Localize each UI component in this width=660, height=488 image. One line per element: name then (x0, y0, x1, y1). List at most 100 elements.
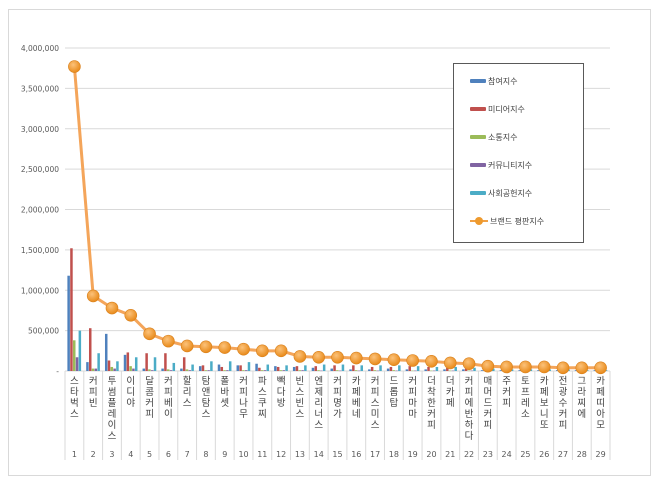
bar (104, 333, 108, 371)
x-category-label: 드 (390, 376, 399, 387)
x-rank-label: 12 (276, 450, 286, 459)
x-category-label: 명 (333, 398, 342, 409)
y-tick-label: 1,500,000 (21, 246, 59, 255)
x-category-label: 이 (164, 409, 173, 420)
bar (247, 362, 251, 371)
x-category-label: 니 (540, 409, 549, 420)
bar (126, 352, 130, 371)
bar (574, 370, 578, 371)
x-rank-label: 24 (502, 450, 512, 459)
bar (333, 365, 336, 371)
bar (86, 362, 89, 371)
line-marker (218, 341, 232, 354)
x-rank-label: 25 (520, 450, 530, 459)
x-category-label: 커 (427, 409, 436, 420)
x-category-label: 앤 (202, 387, 211, 398)
line-marker (481, 359, 495, 373)
x-rank-label: 4 (128, 450, 133, 459)
x-rank-label: 8 (203, 450, 208, 459)
bar (448, 370, 452, 372)
x-category-label: 무 (239, 409, 248, 420)
x-category-label: 스 (70, 376, 79, 387)
x-category-label: 더 (446, 376, 455, 387)
legend-label: 미디어지수 (488, 104, 525, 114)
bar (311, 367, 315, 371)
x-category-label: 파 (258, 376, 267, 387)
x-rank-label: 15 (332, 450, 342, 459)
x-category-label: 광 (559, 386, 568, 398)
x-category-label: 레 (521, 398, 530, 409)
legend-label: 커뮤니티지수 (488, 160, 533, 170)
x-category-label: 이 (108, 420, 117, 431)
x-category-label: 스 (371, 398, 380, 409)
x-category-label: 커 (333, 376, 342, 387)
x-category-label: 빈 (296, 376, 305, 387)
line-marker (406, 354, 419, 367)
bar (360, 365, 363, 371)
line-marker (162, 334, 175, 348)
x-rank-label: 16 (351, 450, 361, 459)
x-rank-label: 2 (91, 450, 96, 459)
x-category-label: 커 (89, 376, 98, 387)
bar (462, 369, 465, 371)
x-rank-label: 11 (257, 450, 267, 459)
x-category-label: 모 (596, 420, 605, 431)
x-rank-label: 23 (483, 450, 493, 459)
legend-item-brand-reputation: 브랜드 평판지수 (470, 214, 544, 228)
x-category-label: 에 (465, 398, 474, 409)
bar (322, 364, 326, 371)
line-marker (443, 356, 457, 370)
bar (188, 370, 192, 371)
bar (236, 365, 240, 371)
x-category-label: 토 (521, 376, 530, 387)
x-category-label: 엔 (314, 376, 323, 387)
bar (352, 365, 355, 371)
red-swatch-icon (470, 107, 486, 111)
line-marker (575, 361, 589, 375)
line-marker (387, 353, 401, 366)
legend-item-communication: 소통지수 (470, 130, 517, 144)
x-category-label: 피 (333, 387, 342, 398)
line-marker (312, 350, 326, 364)
x-category-label: 커 (408, 376, 417, 387)
bar (368, 369, 371, 371)
bar (451, 370, 455, 372)
bar (499, 370, 503, 371)
x-category-label: 피 (164, 387, 173, 398)
x-category-label: 그 (577, 376, 586, 387)
x-category-label: 이 (126, 376, 135, 387)
y-axis-labels: - 500,000 1,000,000 1,500,000 2,000,000 2,500… (21, 44, 59, 376)
bar (164, 353, 167, 371)
x-category-label: 커 (502, 387, 511, 398)
x-category-label: 탐 (202, 397, 211, 409)
x-rank-label: 7 (185, 450, 190, 459)
bar (72, 340, 76, 371)
x-category-label: 피 (408, 387, 417, 398)
x-category-label: 카 (446, 387, 455, 398)
x-category-label: 플 (108, 398, 117, 409)
x-category-label: 피 (427, 420, 436, 431)
bar (116, 361, 119, 371)
legend-item-participation: 참여지수 (470, 74, 517, 88)
bar (529, 369, 533, 371)
line-marker (462, 357, 476, 371)
x-category-label: 수 (559, 398, 568, 409)
bar (443, 369, 446, 371)
x-category-label: 제 (314, 387, 323, 398)
bar (129, 366, 132, 371)
line-marker (68, 60, 81, 73)
x-category-label: 커 (465, 376, 474, 387)
bar (110, 366, 114, 371)
x-category-label: 머 (483, 387, 492, 398)
bar (145, 353, 148, 371)
x-category-label: 찌 (577, 398, 586, 409)
bar (386, 368, 390, 371)
x-category-label: 매 (483, 376, 492, 387)
bar (427, 366, 430, 371)
x-category-label: 피 (145, 409, 154, 420)
x-category-label: 할 (183, 376, 192, 387)
x-rank-label: 13 (295, 450, 305, 459)
x-category-label: 페 (352, 387, 361, 398)
x-category-label: 스 (202, 409, 211, 420)
x-category-label: 셋 (220, 398, 229, 409)
